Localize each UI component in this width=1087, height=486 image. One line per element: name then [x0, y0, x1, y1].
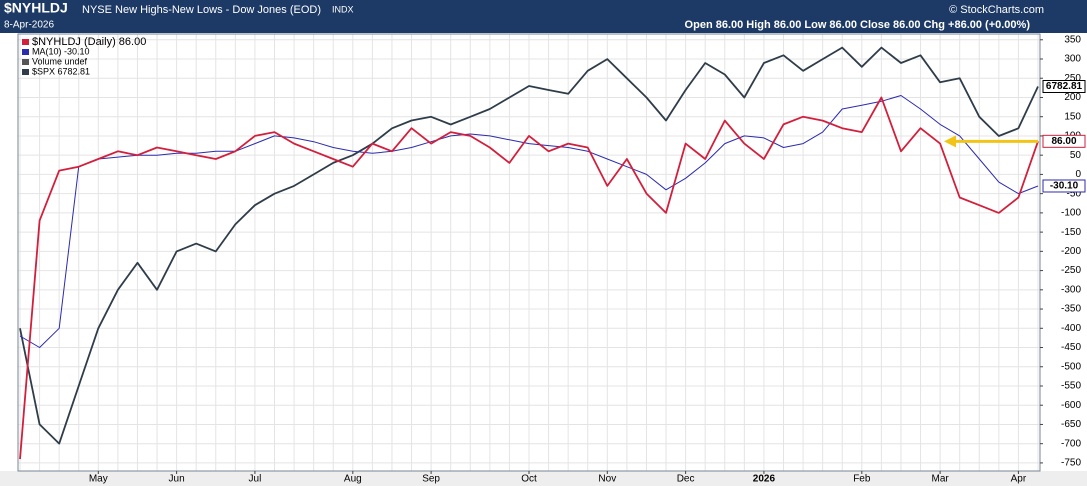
- x-tick-label: Jul: [249, 474, 262, 485]
- y-tick-label: -250: [1061, 265, 1081, 276]
- series-line: [19, 96, 1039, 460]
- subtitle: NYSE New Highs-New Lows - Dow Jones (EOD…: [82, 4, 321, 16]
- x-tick-label: Feb: [853, 474, 871, 485]
- y-tick-label: -450: [1061, 342, 1081, 353]
- y-tick-label: -150: [1061, 227, 1081, 238]
- y-tick-label: -600: [1061, 400, 1081, 411]
- value-tag-label: 86.00: [1051, 136, 1076, 147]
- legend-label: MA(10) -30.10: [32, 46, 90, 56]
- x-axis-band: [0, 471, 1087, 486]
- y-tick-label: 50: [1070, 150, 1082, 161]
- y-tick-label: -400: [1061, 323, 1081, 334]
- y-tick-label: -750: [1061, 458, 1081, 469]
- series-line: [19, 46, 1039, 445]
- annotation-arrowhead: [944, 135, 956, 148]
- watermark: © StockCharts.com: [949, 4, 1044, 16]
- y-tick-label: 300: [1064, 54, 1081, 65]
- exchange: INDX: [332, 4, 354, 14]
- ohlc: Open 86.00 High 86.00 Low 86.00 Close 86…: [685, 19, 1031, 31]
- legend-label: $SPX 6782.81: [32, 66, 90, 76]
- legend-swatch: [22, 49, 29, 55]
- value-tag-label: -30.10: [1050, 181, 1079, 192]
- y-tick-label: -300: [1061, 284, 1081, 295]
- x-tick-label: Aug: [344, 474, 362, 485]
- x-tick-label: Nov: [598, 474, 616, 485]
- y-tick-label: -200: [1061, 246, 1081, 257]
- y-tick-label: 350: [1064, 34, 1081, 45]
- value-tag-label: 6782.81: [1046, 81, 1083, 92]
- value-tag: [1042, 134, 1086, 148]
- legend-swatch: [22, 69, 29, 75]
- legend-label: $NYHLDJ (Daily) 86.00: [32, 36, 146, 48]
- header-band: [0, 0, 1087, 33]
- plot-area: [18, 34, 1040, 471]
- x-tick-label: 2026: [753, 474, 776, 485]
- y-tick-label: 250: [1064, 73, 1081, 84]
- y-tick-label: -100: [1061, 208, 1081, 219]
- y-tick-label: -500: [1061, 361, 1081, 372]
- x-tick-label: Mar: [931, 474, 949, 485]
- y-tick-label: -50: [1067, 188, 1082, 199]
- value-tag: [1042, 179, 1086, 193]
- x-tick-label: Dec: [677, 474, 695, 485]
- date: 8-Apr-2026: [4, 20, 54, 31]
- y-tick-label: -650: [1061, 419, 1081, 430]
- legend-swatch: [22, 39, 29, 45]
- x-tick-label: Oct: [521, 474, 537, 485]
- legend-label: Volume undef: [32, 56, 88, 66]
- y-tick-label: -350: [1061, 304, 1081, 315]
- x-tick-label: May: [89, 474, 108, 485]
- y-tick-label: 150: [1064, 111, 1081, 122]
- y-tick-label: 200: [1064, 92, 1081, 103]
- y-tick-label: 0: [1075, 169, 1081, 180]
- symbol: $NYHLDJ: [4, 0, 68, 16]
- y-tick-label: -550: [1061, 381, 1081, 392]
- x-tick-label: Jun: [169, 474, 185, 485]
- y-tick-label: -700: [1061, 438, 1081, 449]
- x-tick-label: Apr: [1011, 474, 1027, 485]
- value-tag: [1042, 79, 1086, 93]
- x-tick-label: Sep: [422, 474, 440, 485]
- legend-swatch: [22, 59, 29, 65]
